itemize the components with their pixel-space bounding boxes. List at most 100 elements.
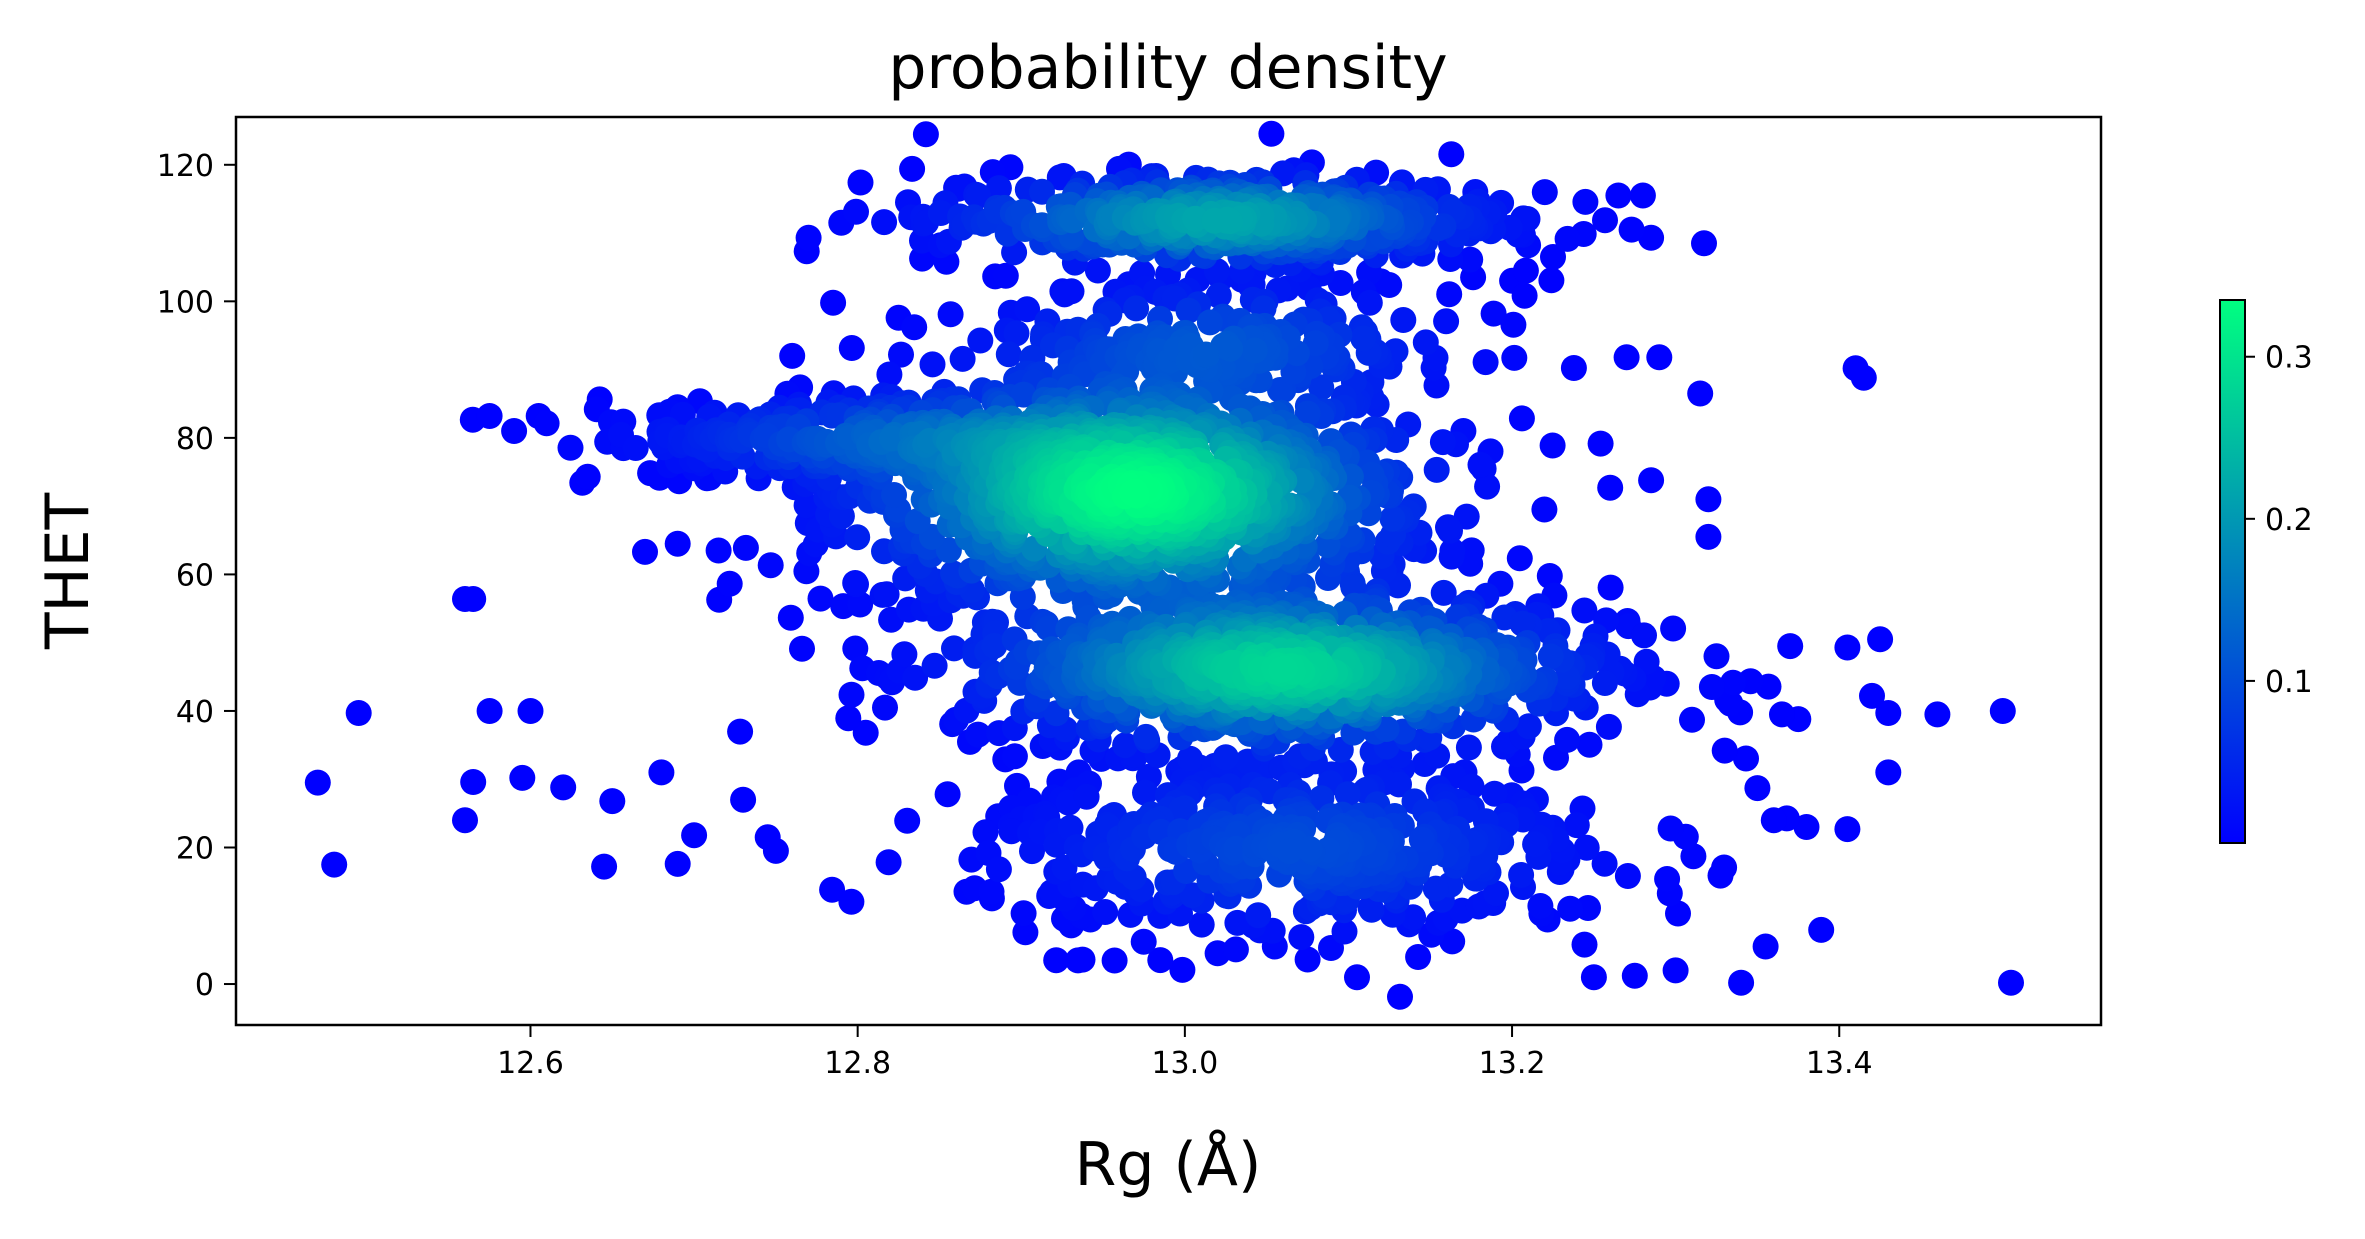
- scatter-point: [819, 876, 846, 903]
- scatter-point: [985, 856, 1012, 883]
- scatter-point: [1842, 355, 1869, 382]
- scatter-point: [1268, 656, 1295, 683]
- scatter-point: [1073, 783, 1100, 810]
- scatter-point: [1212, 744, 1239, 771]
- scatter-point: [1400, 904, 1426, 931]
- scatter-point: [1481, 780, 1508, 807]
- scatter-point: [1331, 918, 1358, 945]
- scatter-point: [1654, 866, 1681, 892]
- scatter-point: [1222, 936, 1249, 963]
- scatter-point: [847, 169, 874, 196]
- scatter-point: [1308, 374, 1335, 401]
- colorbar-tick-label: 0.1: [2265, 665, 2313, 700]
- scatter-point: [1631, 622, 1657, 649]
- y-tick-label: 120: [157, 149, 214, 184]
- scatter-point: [875, 849, 902, 876]
- scatter-point: [460, 769, 487, 795]
- scatter-point: [992, 262, 1019, 289]
- scatter-point: [1123, 295, 1150, 322]
- scatter-point: [1205, 282, 1232, 309]
- scatter-point: [732, 534, 759, 561]
- scatter-point: [779, 342, 806, 369]
- scatter-point: [919, 351, 946, 378]
- scatter-point: [1043, 947, 1070, 974]
- scatter-point: [934, 781, 961, 808]
- scatter-point: [1046, 164, 1073, 191]
- scatter-point: [1182, 205, 1209, 232]
- scatter-point: [871, 209, 898, 236]
- scatter-point: [1438, 141, 1465, 168]
- scatter-point: [1554, 225, 1581, 252]
- scatter-point: [1508, 405, 1535, 432]
- scatter-point: [321, 851, 348, 878]
- scatter-point: [1752, 933, 1779, 960]
- scatter-point: [1638, 224, 1665, 251]
- scatter-point: [1554, 726, 1581, 753]
- scatter-point: [847, 591, 874, 618]
- scatter-point: [304, 769, 331, 796]
- scatter-point: [1711, 737, 1738, 764]
- scatter-point: [842, 635, 869, 662]
- scatter-point: [501, 418, 528, 444]
- scatter-point: [1573, 834, 1600, 861]
- scatter-point: [1405, 944, 1432, 970]
- scatter-point: [1356, 289, 1383, 316]
- y-tick-label: 60: [176, 558, 214, 593]
- scatter-point: [1511, 282, 1538, 309]
- scatter-point: [965, 721, 992, 748]
- scatter-point: [1665, 900, 1691, 927]
- scatter-point: [509, 764, 536, 791]
- scatter-point: [1334, 781, 1361, 808]
- scatter-point: [1084, 257, 1111, 284]
- scatter-point: [844, 524, 871, 551]
- scatter-point: [1029, 178, 1055, 205]
- scatter-point: [1201, 207, 1228, 234]
- scatter-point: [1613, 344, 1640, 371]
- scatter-point: [820, 289, 847, 316]
- scatter-point: [1435, 514, 1461, 541]
- scatter-point: [1288, 924, 1315, 951]
- scatter-point: [1358, 461, 1385, 488]
- scatter-point: [1834, 816, 1861, 843]
- scatter-point: [1760, 807, 1787, 834]
- scatter-point: [664, 530, 691, 557]
- scatter-point: [1241, 337, 1268, 364]
- scatter-point: [1035, 615, 1062, 642]
- scatter-point: [1638, 467, 1665, 494]
- scatter-point: [1560, 355, 1587, 381]
- scatter-point: [1294, 400, 1321, 427]
- scatter-point: [1121, 478, 1148, 505]
- scatter-point: [1777, 633, 1804, 660]
- scatter-point: [789, 635, 815, 662]
- scatter-point: [838, 681, 865, 708]
- scatter-point: [1527, 893, 1554, 919]
- scatter-point: [1531, 179, 1558, 206]
- scatter-point: [757, 552, 784, 579]
- scatter-point: [1580, 964, 1607, 991]
- scatter-point: [1662, 957, 1689, 984]
- x-axis-label: Rg (Å): [1075, 1129, 1262, 1200]
- scatter-point: [1245, 902, 1272, 929]
- scatter-point: [1595, 713, 1622, 740]
- scatter-point: [1769, 701, 1795, 728]
- scatter-point: [1522, 831, 1549, 858]
- scatter-point: [476, 698, 503, 724]
- y-axis: 0 20 40 60 80 100 120: [157, 149, 236, 1003]
- scatter-point: [1711, 854, 1738, 881]
- scatter-point: [1501, 344, 1528, 371]
- scatter-point: [1192, 341, 1219, 368]
- scatter-point: [1387, 983, 1413, 1010]
- scatter-point: [632, 538, 658, 565]
- scatter-point: [1474, 473, 1501, 500]
- y-tick-label: 40: [176, 695, 214, 730]
- scatter-point: [1572, 188, 1599, 215]
- scatter-point: [1703, 643, 1730, 670]
- scatter-point: [1436, 281, 1463, 308]
- scatter-point: [1834, 634, 1861, 661]
- scatter-point: [622, 435, 649, 461]
- scatter-point: [1605, 182, 1632, 209]
- scatter-point: [1051, 281, 1078, 308]
- scatter-point: [591, 853, 618, 880]
- scatter-point: [1175, 297, 1202, 324]
